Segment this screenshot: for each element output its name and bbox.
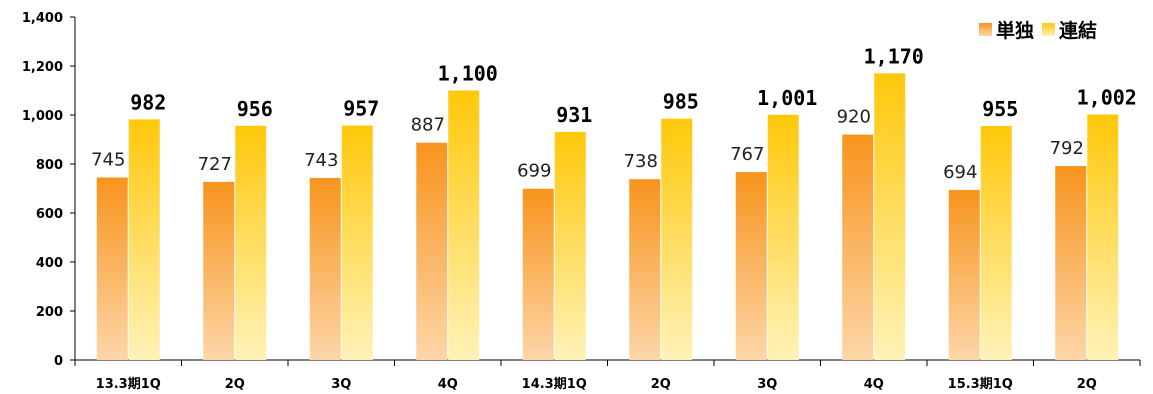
data-label-consolidated: 931 xyxy=(556,103,592,127)
data-label-single: 767 xyxy=(730,144,764,165)
data-labels: 745 982 727 956 743 957 887 1,100 699 931 738 985 76… xyxy=(91,44,1137,183)
bar-consolidated xyxy=(235,125,267,360)
bar-single xyxy=(522,188,554,360)
legend-label-consolidated: 連結 xyxy=(1059,19,1097,42)
x-tick-label: 2Q xyxy=(225,377,245,392)
y-tick-label: 1,200 xyxy=(22,60,63,75)
bar-single xyxy=(735,172,767,360)
axes: 0 200 400 600 800 1,000 1,200 1,400 13.3期1Q 2Q 3Q 4… xyxy=(22,11,1141,392)
bars xyxy=(96,73,1119,361)
y-tick-label: 1,000 xyxy=(22,109,63,124)
data-label-single: 699 xyxy=(517,161,551,182)
data-label-consolidated: 1,170 xyxy=(864,44,924,68)
data-label-single: 738 xyxy=(624,151,658,172)
bar-consolidated xyxy=(874,73,906,360)
legend-swatch-consolidated xyxy=(1042,23,1055,36)
bar-consolidated xyxy=(1087,114,1119,360)
data-label-single: 727 xyxy=(198,154,232,175)
bar-single xyxy=(629,179,661,360)
data-label-single: 792 xyxy=(1050,138,1084,159)
data-label-single: 743 xyxy=(304,150,338,171)
data-label-single: 745 xyxy=(91,149,125,170)
bar-single xyxy=(309,177,341,360)
x-tick-label: 13.3期1Q xyxy=(96,377,161,392)
data-label-consolidated: 1,002 xyxy=(1077,86,1137,110)
bar-consolidated xyxy=(128,119,160,360)
y-tick-label: 800 xyxy=(36,158,63,173)
x-tick-label: 15.3期1Q xyxy=(948,377,1013,392)
data-label-consolidated: 982 xyxy=(130,90,166,114)
y-tick-label: 400 xyxy=(36,256,63,271)
bar-consolidated xyxy=(341,125,373,360)
data-label-consolidated: 1,100 xyxy=(438,62,498,86)
bar-single xyxy=(203,181,235,360)
y-tick-label: 200 xyxy=(36,305,63,320)
bar-single xyxy=(416,142,448,360)
x-tick-label: 3Q xyxy=(757,377,777,392)
data-label-consolidated: 957 xyxy=(343,97,379,121)
x-tick-label: 4Q xyxy=(438,377,458,392)
bar-single xyxy=(96,177,128,360)
bar-consolidated xyxy=(448,90,480,360)
bar-consolidated xyxy=(554,131,586,360)
y-tick-label: 0 xyxy=(54,354,63,369)
legend: 単独 連結 xyxy=(979,19,1097,42)
x-tick-label: 4Q xyxy=(864,377,884,392)
bar-consolidated xyxy=(980,126,1012,361)
bar-single xyxy=(842,134,874,360)
data-label-single: 920 xyxy=(837,107,871,128)
x-tick-label: 2Q xyxy=(651,377,671,392)
x-tick-label: 2Q xyxy=(1077,377,1097,392)
legend-swatch-single xyxy=(979,23,992,36)
bar-consolidated xyxy=(767,114,799,360)
data-label-consolidated: 955 xyxy=(982,97,1018,121)
bar-single xyxy=(948,189,980,360)
bar-single xyxy=(1055,165,1087,360)
data-label-single: 694 xyxy=(943,162,977,183)
data-label-consolidated: 956 xyxy=(237,97,273,121)
x-tick-label: 14.3期1Q xyxy=(522,377,587,392)
data-label-consolidated: 985 xyxy=(663,90,699,114)
bar-consolidated xyxy=(661,118,693,360)
data-label-consolidated: 1,001 xyxy=(757,86,817,110)
x-tick-label: 3Q xyxy=(331,377,351,392)
y-tick-label: 1,400 xyxy=(22,11,63,26)
legend-label-single: 単独 xyxy=(996,19,1034,42)
y-tick-label: 600 xyxy=(36,207,63,222)
data-label-single: 887 xyxy=(411,115,445,136)
